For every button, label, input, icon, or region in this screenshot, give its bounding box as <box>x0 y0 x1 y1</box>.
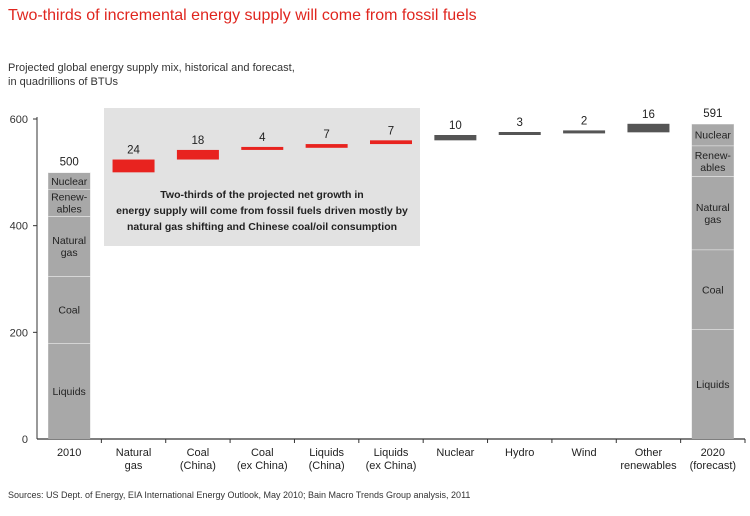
stack-segment-label: Renew- <box>51 192 88 204</box>
stack-segment-label: Liquids <box>696 379 729 391</box>
increment-value-label: 18 <box>192 135 205 147</box>
category-label: Other <box>635 447 663 459</box>
category-label: (China) <box>309 460 345 472</box>
increment-bar <box>563 130 606 134</box>
y-tick-label: 600 <box>10 114 28 126</box>
stack-segment <box>48 189 91 217</box>
category-label: (ex China) <box>366 460 417 472</box>
stack-segment <box>48 172 91 190</box>
stack-segment-label: gas <box>704 214 721 226</box>
increment-value-label: 24 <box>127 145 140 157</box>
stack-segment-label: Liquids <box>53 386 86 398</box>
subtitle-line-1: Projected global energy supply mix, hist… <box>8 62 295 74</box>
increment-value-label: 16 <box>642 109 655 121</box>
stack-segment-label: ables <box>700 162 725 174</box>
increment-bar <box>241 146 284 150</box>
increment-value-label: 7 <box>323 129 329 141</box>
category-label: Nuclear <box>436 447 474 459</box>
increment-value-label: 10 <box>449 120 462 132</box>
stack-segment-label: Nuclear <box>695 130 732 142</box>
category-label: Liquids <box>374 447 409 459</box>
stack-segment-label: ables <box>57 204 82 216</box>
stack-segment-label: Natural <box>52 235 86 247</box>
category-label: Wind <box>572 447 597 459</box>
chart-title: Two-thirds of incremental energy supply … <box>8 7 477 24</box>
y-tick-label: 0 <box>22 434 28 446</box>
increment-bar <box>498 132 541 135</box>
total-value-label: 591 <box>703 108 722 120</box>
callout-line-2: energy supply will come from fossil fuel… <box>116 205 408 217</box>
y-tick-label: 400 <box>10 221 28 233</box>
callout-box <box>104 108 420 246</box>
category-label: Natural <box>116 447 151 459</box>
category-label: (ex China) <box>237 460 288 472</box>
source-note: Sources: US Dept. of Energy, EIA Interna… <box>8 490 471 500</box>
callout-line-1: Two-thirds of the projected net growth i… <box>160 189 363 201</box>
stack-segment <box>691 145 734 177</box>
stack-segment <box>691 176 734 250</box>
increment-bar <box>370 140 412 145</box>
increment-value-label: 2 <box>581 115 587 127</box>
stack-segment <box>691 123 734 146</box>
chart-subtitle: Projected global energy supply mix, hist… <box>8 61 295 89</box>
category-label: Coal <box>251 447 274 459</box>
category-label: renewables <box>620 460 677 472</box>
stack-segment-label: Coal <box>58 305 80 317</box>
stack-segment <box>691 249 734 330</box>
y-tick-label: 200 <box>10 327 28 339</box>
stack-segment-label: Natural <box>696 202 730 214</box>
stack-segment-label: Nuclear <box>51 176 88 188</box>
category-label: (forecast) <box>690 460 736 472</box>
stack-segment-label: Coal <box>702 284 724 296</box>
category-label: 2010 <box>57 447 81 459</box>
category-label: Hydro <box>505 447 534 459</box>
increment-bar <box>305 144 348 148</box>
increment-value-label: 3 <box>517 117 523 129</box>
increment-bar <box>112 159 155 173</box>
category-label: Coal <box>187 447 210 459</box>
category-label: 2020 <box>701 447 725 459</box>
increment-value-label: 7 <box>388 125 394 137</box>
stack-segment-label: gas <box>61 247 78 259</box>
increment-bar <box>434 135 477 141</box>
increment-value-label: 4 <box>259 132 266 144</box>
category-label: gas <box>125 460 143 472</box>
labels-layer: LiquidsCoalNaturalgasRenew-ablesNuclear5… <box>51 108 736 472</box>
stack-segment <box>691 329 734 439</box>
subtitle-line-2: in quadrillions of BTUs <box>8 76 119 88</box>
bars-layer <box>48 123 734 439</box>
stack-segment-label: Renew- <box>695 150 732 162</box>
category-label: Liquids <box>309 447 344 459</box>
stack-segment <box>48 276 91 343</box>
callout-line-3: natural gas shifting and Chinese coal/oi… <box>127 221 397 233</box>
total-value-label: 500 <box>60 156 79 168</box>
axis-layer: 0 200 400 600 <box>10 114 746 446</box>
stack-segment <box>48 343 91 439</box>
category-label: (China) <box>180 460 216 472</box>
stack-segment <box>48 216 91 277</box>
increment-bar <box>176 149 219 160</box>
increment-bar <box>627 123 670 133</box>
